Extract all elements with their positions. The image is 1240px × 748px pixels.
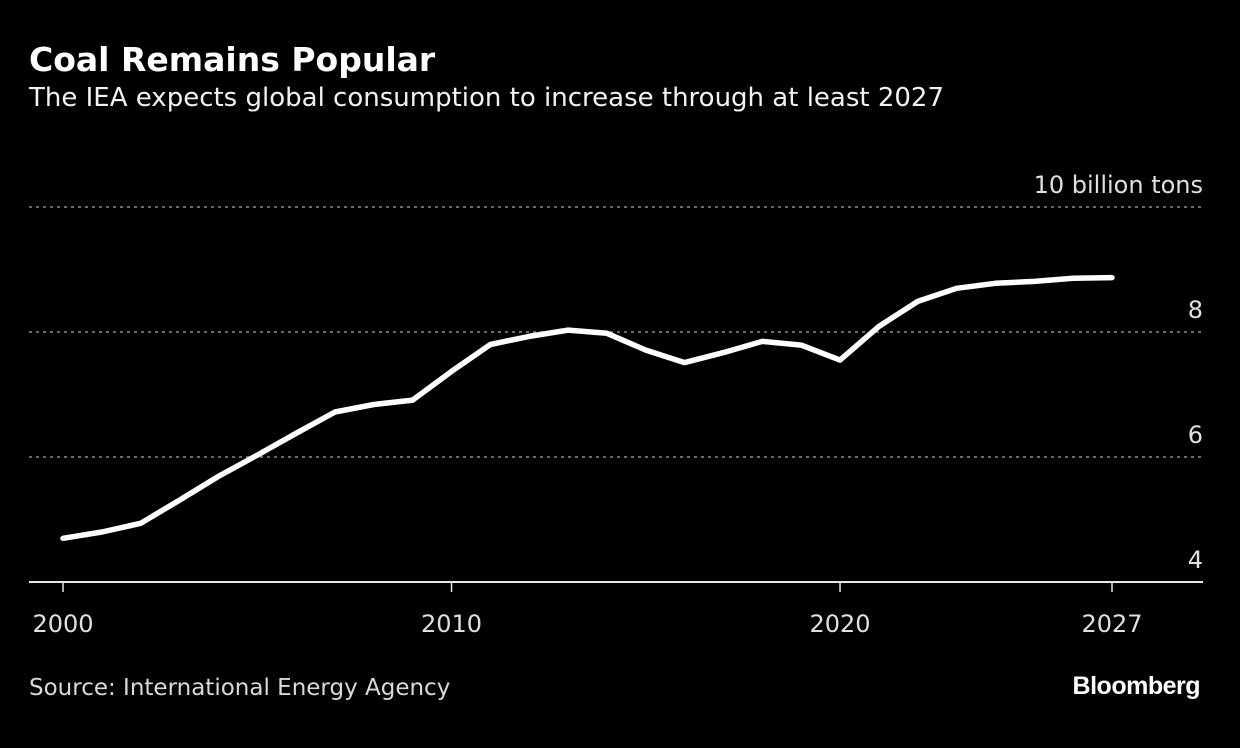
x-tick-label-2020: 2020 [809, 610, 870, 638]
x-tick-label-2000: 2000 [32, 610, 93, 638]
series-layer [60, 274, 1115, 542]
chart-subtitle: The IEA expects global consumption to in… [29, 83, 945, 113]
y-tick-label-8: 8 [1188, 296, 1203, 324]
y-tick-label-4: 4 [1188, 546, 1203, 574]
gridlines [29, 206, 1203, 458]
chart-title: Coal Remains Popular [29, 40, 436, 79]
series-line-0 [60, 274, 1115, 542]
x-tick-label-2027: 2027 [1081, 610, 1142, 638]
x-axis: 2000 2010 2020 2027 [29, 581, 1203, 638]
y-tick-label-6: 6 [1188, 421, 1203, 449]
bloomberg-logo: Bloomberg [1072, 672, 1201, 700]
source-note: Source: International Energy Agency [29, 675, 451, 701]
x-tick-label-2010: 2010 [421, 610, 482, 638]
y-axis-labels: 4 6 8 10 billion tons [1034, 171, 1203, 574]
y-tick-label-10: 10 billion tons [1034, 171, 1203, 199]
